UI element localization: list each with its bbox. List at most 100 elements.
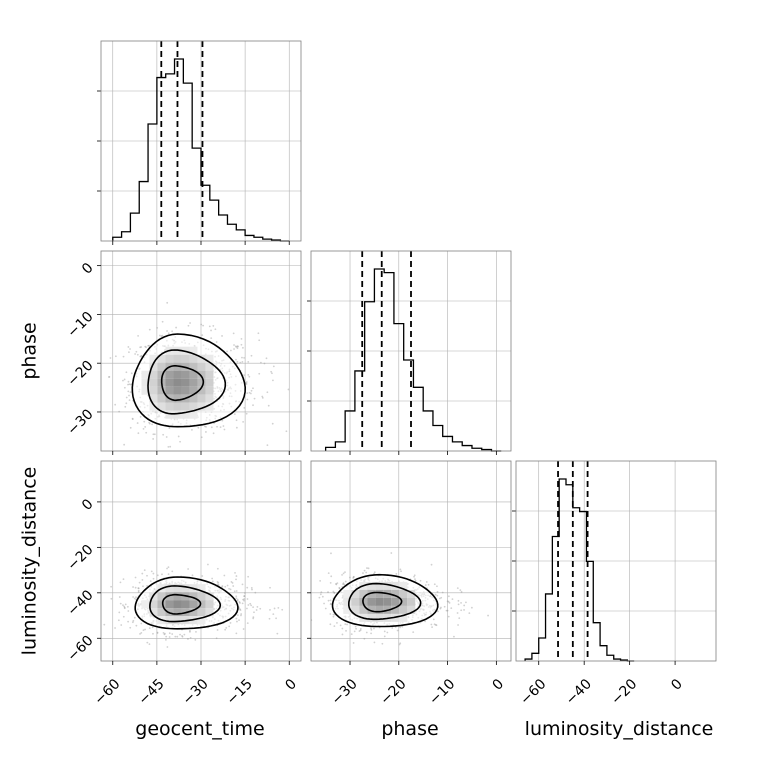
scatter-point bbox=[487, 614, 489, 617]
scatter-point bbox=[333, 591, 336, 594]
scatter-point bbox=[460, 609, 463, 612]
scatter-point bbox=[131, 621, 134, 624]
scatter-point bbox=[246, 586, 249, 589]
scatter-point bbox=[254, 591, 257, 594]
scatter-point bbox=[137, 589, 140, 592]
scatter-point bbox=[457, 603, 460, 606]
y-tick-label: −10 bbox=[64, 309, 96, 341]
scatter-point bbox=[123, 606, 126, 609]
scatter-point bbox=[319, 579, 322, 582]
scatter-point bbox=[277, 607, 280, 609]
scatter-point bbox=[246, 392, 249, 395]
scatter-point bbox=[327, 599, 330, 602]
y-ticks: −30 −20 −10 0 bbox=[64, 260, 101, 439]
scatter-point bbox=[230, 580, 233, 583]
scatter-point bbox=[269, 608, 271, 611]
scatter-point bbox=[329, 623, 332, 626]
scatter-point bbox=[166, 567, 168, 570]
scatter-point bbox=[118, 410, 121, 413]
scatter-point bbox=[266, 444, 269, 447]
scatter-point bbox=[287, 388, 290, 391]
scatter-point bbox=[127, 620, 130, 623]
scatter-point bbox=[128, 394, 130, 397]
scatter-point bbox=[161, 320, 164, 323]
scatter-point bbox=[344, 623, 347, 626]
scatter-point bbox=[233, 344, 235, 346]
scatter-point bbox=[143, 420, 146, 423]
scatter-point bbox=[129, 383, 132, 386]
scatter-point bbox=[320, 591, 323, 594]
scatter-point bbox=[440, 596, 443, 599]
scatter-point bbox=[266, 391, 269, 394]
scatter-point bbox=[132, 596, 135, 598]
scatter-point bbox=[122, 355, 125, 358]
scatter-point bbox=[201, 334, 204, 337]
scatter-point bbox=[398, 643, 401, 646]
scatter-point bbox=[137, 587, 140, 589]
scatter-point bbox=[249, 602, 252, 605]
scatter-point bbox=[414, 578, 416, 581]
scatter-point bbox=[211, 577, 214, 580]
scatter-point bbox=[235, 595, 238, 598]
scatter-point bbox=[249, 392, 252, 395]
scatter-point bbox=[123, 378, 126, 381]
scatter-point bbox=[363, 637, 366, 640]
grid-lines bbox=[311, 461, 511, 661]
scatter-point bbox=[217, 581, 220, 584]
scatter-point bbox=[390, 552, 393, 554]
contour-line bbox=[134, 576, 239, 630]
scatter-point bbox=[123, 605, 126, 608]
scatter-point bbox=[436, 590, 439, 593]
scatter-point bbox=[140, 622, 143, 625]
scatter-point bbox=[204, 425, 206, 428]
x-ticks: −30 −20 −10 0 bbox=[329, 661, 507, 708]
y-tick-label: −20 bbox=[64, 358, 96, 390]
scatter-point bbox=[217, 584, 220, 586]
scatter-point bbox=[128, 383, 131, 386]
scatter-point bbox=[130, 372, 133, 375]
scatter-point bbox=[108, 376, 110, 378]
scatter-point bbox=[258, 372, 261, 375]
scatter-point bbox=[108, 375, 111, 378]
scatter-point bbox=[151, 423, 153, 426]
scatter-point bbox=[450, 607, 453, 610]
scatter-point bbox=[125, 371, 128, 374]
scatter-point bbox=[216, 629, 219, 631]
scatter-point bbox=[152, 632, 154, 635]
x-ticks bbox=[112, 451, 290, 455]
scatter-point bbox=[166, 301, 169, 304]
scatter-point bbox=[189, 629, 191, 632]
scatter-point bbox=[246, 622, 249, 625]
scatter-point bbox=[448, 601, 451, 604]
scatter-point bbox=[344, 571, 346, 574]
scatter-point bbox=[216, 567, 219, 570]
scatter-point bbox=[167, 445, 170, 448]
scatter-point bbox=[187, 568, 190, 570]
scatter-point bbox=[386, 631, 389, 634]
scatter-point bbox=[222, 425, 225, 427]
scatter-point bbox=[436, 594, 439, 597]
scatter-point bbox=[123, 443, 126, 446]
scatter-point bbox=[152, 465, 154, 467]
scatter-point bbox=[456, 587, 459, 589]
scatter-point bbox=[329, 599, 332, 602]
scatter-point bbox=[352, 642, 355, 644]
scatter-point bbox=[200, 323, 203, 326]
scatter-point bbox=[243, 595, 246, 598]
scatter-point bbox=[413, 574, 416, 577]
scatter-point bbox=[165, 635, 168, 638]
scatter-point bbox=[252, 606, 255, 609]
scatter-point bbox=[235, 419, 238, 422]
scatter-point bbox=[267, 404, 270, 407]
scatter-point bbox=[250, 604, 253, 607]
scatter-point bbox=[135, 350, 138, 353]
scatter-point bbox=[169, 445, 172, 448]
y-ticks: −60 −40 −20 0 bbox=[64, 496, 101, 665]
scatter-point bbox=[152, 438, 155, 440]
scatter-point bbox=[329, 613, 332, 615]
scatter-point bbox=[396, 629, 399, 632]
scatter-point bbox=[183, 633, 186, 636]
scatter-point bbox=[215, 341, 218, 343]
y-axis-label: luminosity_distance bbox=[19, 467, 41, 656]
scatter-point bbox=[205, 425, 207, 428]
